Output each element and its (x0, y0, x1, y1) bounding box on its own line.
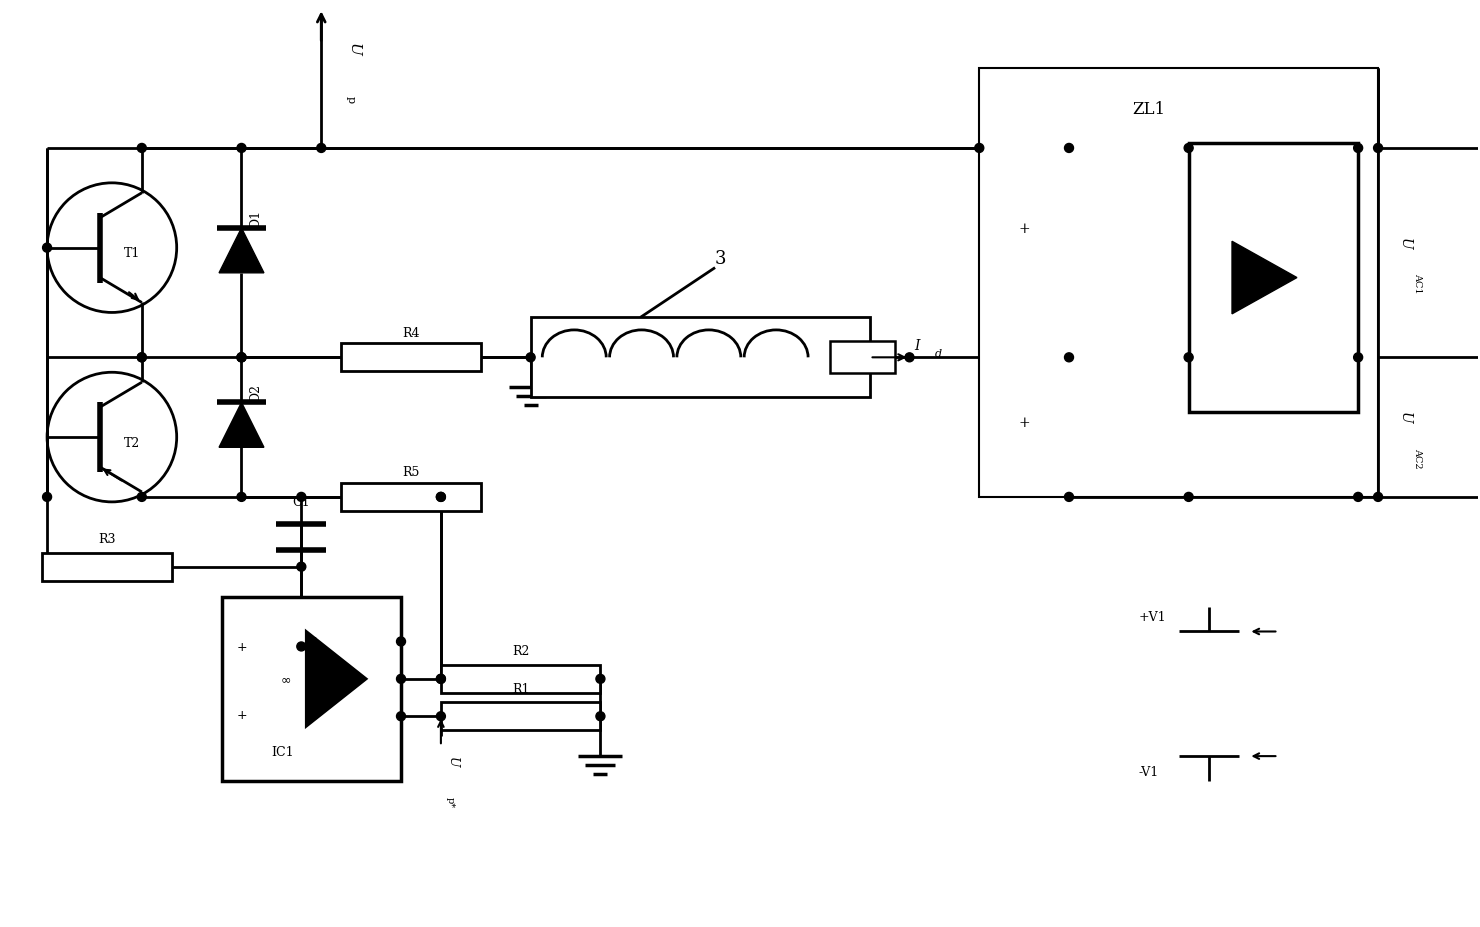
Text: +: + (237, 641, 247, 654)
Circle shape (138, 353, 147, 362)
Circle shape (904, 353, 915, 362)
Text: 3: 3 (715, 249, 725, 267)
Circle shape (437, 675, 445, 683)
Circle shape (138, 353, 147, 362)
Circle shape (596, 675, 605, 683)
Circle shape (1064, 353, 1073, 362)
Text: R4: R4 (403, 326, 420, 339)
Circle shape (1373, 493, 1382, 502)
Bar (342, 344, 481, 372)
Text: p: p (346, 95, 357, 103)
Polygon shape (306, 632, 366, 727)
Circle shape (397, 637, 406, 646)
Circle shape (975, 145, 984, 153)
Text: U: U (346, 43, 360, 56)
Text: I: I (915, 339, 921, 353)
Bar (342, 483, 481, 512)
Bar (531, 318, 870, 398)
Text: −: − (305, 629, 317, 643)
Circle shape (237, 493, 246, 502)
Circle shape (43, 244, 52, 253)
Circle shape (1354, 493, 1363, 502)
Circle shape (297, 493, 306, 502)
Circle shape (527, 353, 536, 362)
Text: R2: R2 (512, 645, 530, 658)
Text: R5: R5 (403, 466, 420, 479)
Text: p*: p* (445, 796, 454, 807)
Circle shape (297, 642, 306, 652)
Text: U: U (1399, 237, 1412, 249)
Text: D2: D2 (250, 384, 262, 401)
Circle shape (437, 712, 445, 721)
Text: R1: R1 (512, 682, 530, 695)
Circle shape (317, 145, 326, 153)
Text: IC1: IC1 (271, 744, 295, 757)
Bar (830, 342, 894, 374)
Circle shape (237, 353, 246, 362)
Circle shape (1184, 493, 1193, 502)
Bar (441, 703, 601, 730)
Text: ZL1: ZL1 (1132, 100, 1165, 118)
Bar (1188, 144, 1359, 413)
Circle shape (1184, 353, 1193, 362)
Circle shape (397, 675, 406, 683)
Text: T1: T1 (124, 247, 141, 260)
Text: +: + (237, 708, 247, 721)
Text: AC2: AC2 (1413, 447, 1422, 468)
Circle shape (43, 493, 52, 502)
Circle shape (596, 712, 605, 721)
Bar (441, 666, 601, 693)
Circle shape (1064, 493, 1073, 502)
Polygon shape (1231, 242, 1296, 314)
Circle shape (1354, 353, 1363, 362)
Text: AC1: AC1 (1413, 273, 1422, 294)
Text: D1: D1 (250, 210, 262, 227)
Text: R3: R3 (98, 533, 115, 546)
Text: C1: C1 (293, 496, 311, 509)
Circle shape (437, 493, 445, 502)
Circle shape (237, 353, 246, 362)
Bar (222, 597, 401, 781)
Text: U: U (445, 756, 459, 767)
Text: +: + (1018, 415, 1030, 429)
Polygon shape (219, 403, 263, 448)
Circle shape (437, 493, 445, 502)
Text: ∞: ∞ (281, 673, 292, 686)
Text: U: U (1399, 412, 1412, 424)
Bar (980, 70, 1378, 498)
Bar (41, 553, 172, 581)
Circle shape (437, 675, 445, 683)
Polygon shape (219, 229, 263, 273)
Text: d: d (934, 349, 941, 359)
Circle shape (138, 493, 147, 502)
Circle shape (297, 563, 306, 572)
Circle shape (237, 145, 246, 153)
Circle shape (1184, 145, 1193, 153)
Circle shape (1064, 145, 1073, 153)
Circle shape (237, 353, 246, 362)
Text: +: + (1018, 222, 1030, 235)
Text: T2: T2 (124, 436, 141, 449)
Circle shape (1354, 145, 1363, 153)
Text: -V1: -V1 (1138, 765, 1159, 778)
Circle shape (138, 145, 147, 153)
Circle shape (397, 712, 406, 721)
Text: +V1: +V1 (1138, 610, 1166, 623)
Circle shape (1373, 145, 1382, 153)
